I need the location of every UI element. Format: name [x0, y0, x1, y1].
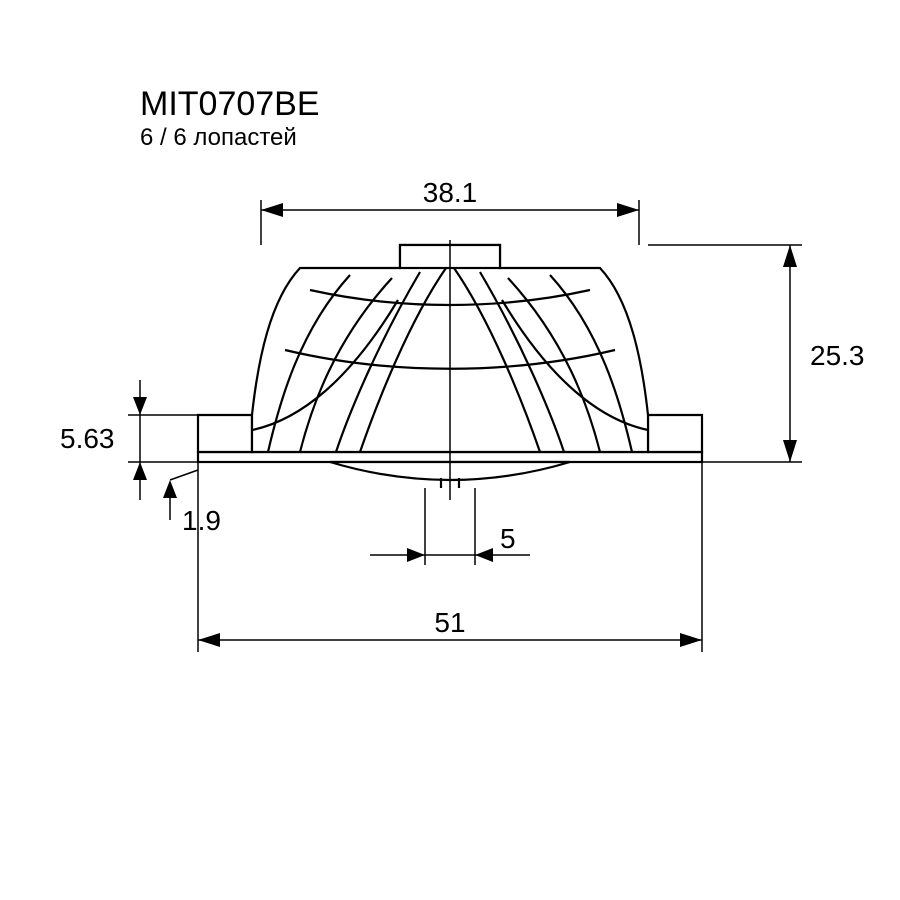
- dim-top-width: 38.1: [261, 177, 639, 245]
- dim-rim-height: 5.63: [60, 380, 198, 500]
- technical-drawing: MIT0707BE 6 / 6 лопастей PARTS SOFT: [0, 0, 900, 900]
- part-subtitle: 6 / 6 лопастей: [140, 124, 297, 151]
- dim-shaft-hole: 1.9: [163, 470, 221, 536]
- dim-hub-width-value: 5: [500, 523, 516, 554]
- dim-base-width-value: 51: [434, 607, 465, 638]
- dim-top-width-value: 38.1: [423, 177, 478, 208]
- dim-overall-height-value: 25.3: [810, 340, 865, 371]
- dim-rim-height-value: 5.63: [60, 423, 115, 454]
- part-number: MIT0707BE: [140, 85, 320, 123]
- dim-shaft-hole-value: 1.9: [182, 505, 221, 536]
- compressor-wheel: [198, 240, 702, 500]
